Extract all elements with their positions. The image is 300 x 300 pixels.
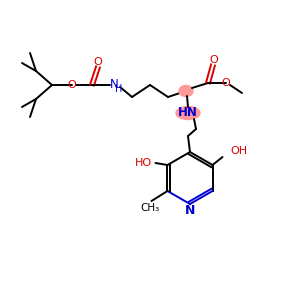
Text: N: N <box>185 205 195 218</box>
Text: CH₃: CH₃ <box>141 203 160 213</box>
Text: O: O <box>222 78 230 88</box>
Ellipse shape <box>179 85 193 97</box>
Text: O: O <box>94 57 102 67</box>
Text: HN: HN <box>178 106 198 119</box>
Ellipse shape <box>176 106 200 119</box>
Text: OH: OH <box>230 146 247 156</box>
Text: N: N <box>110 79 118 92</box>
Text: H: H <box>115 84 123 94</box>
Text: HO: HO <box>135 158 152 168</box>
Text: O: O <box>210 55 218 65</box>
Text: O: O <box>68 80 76 90</box>
